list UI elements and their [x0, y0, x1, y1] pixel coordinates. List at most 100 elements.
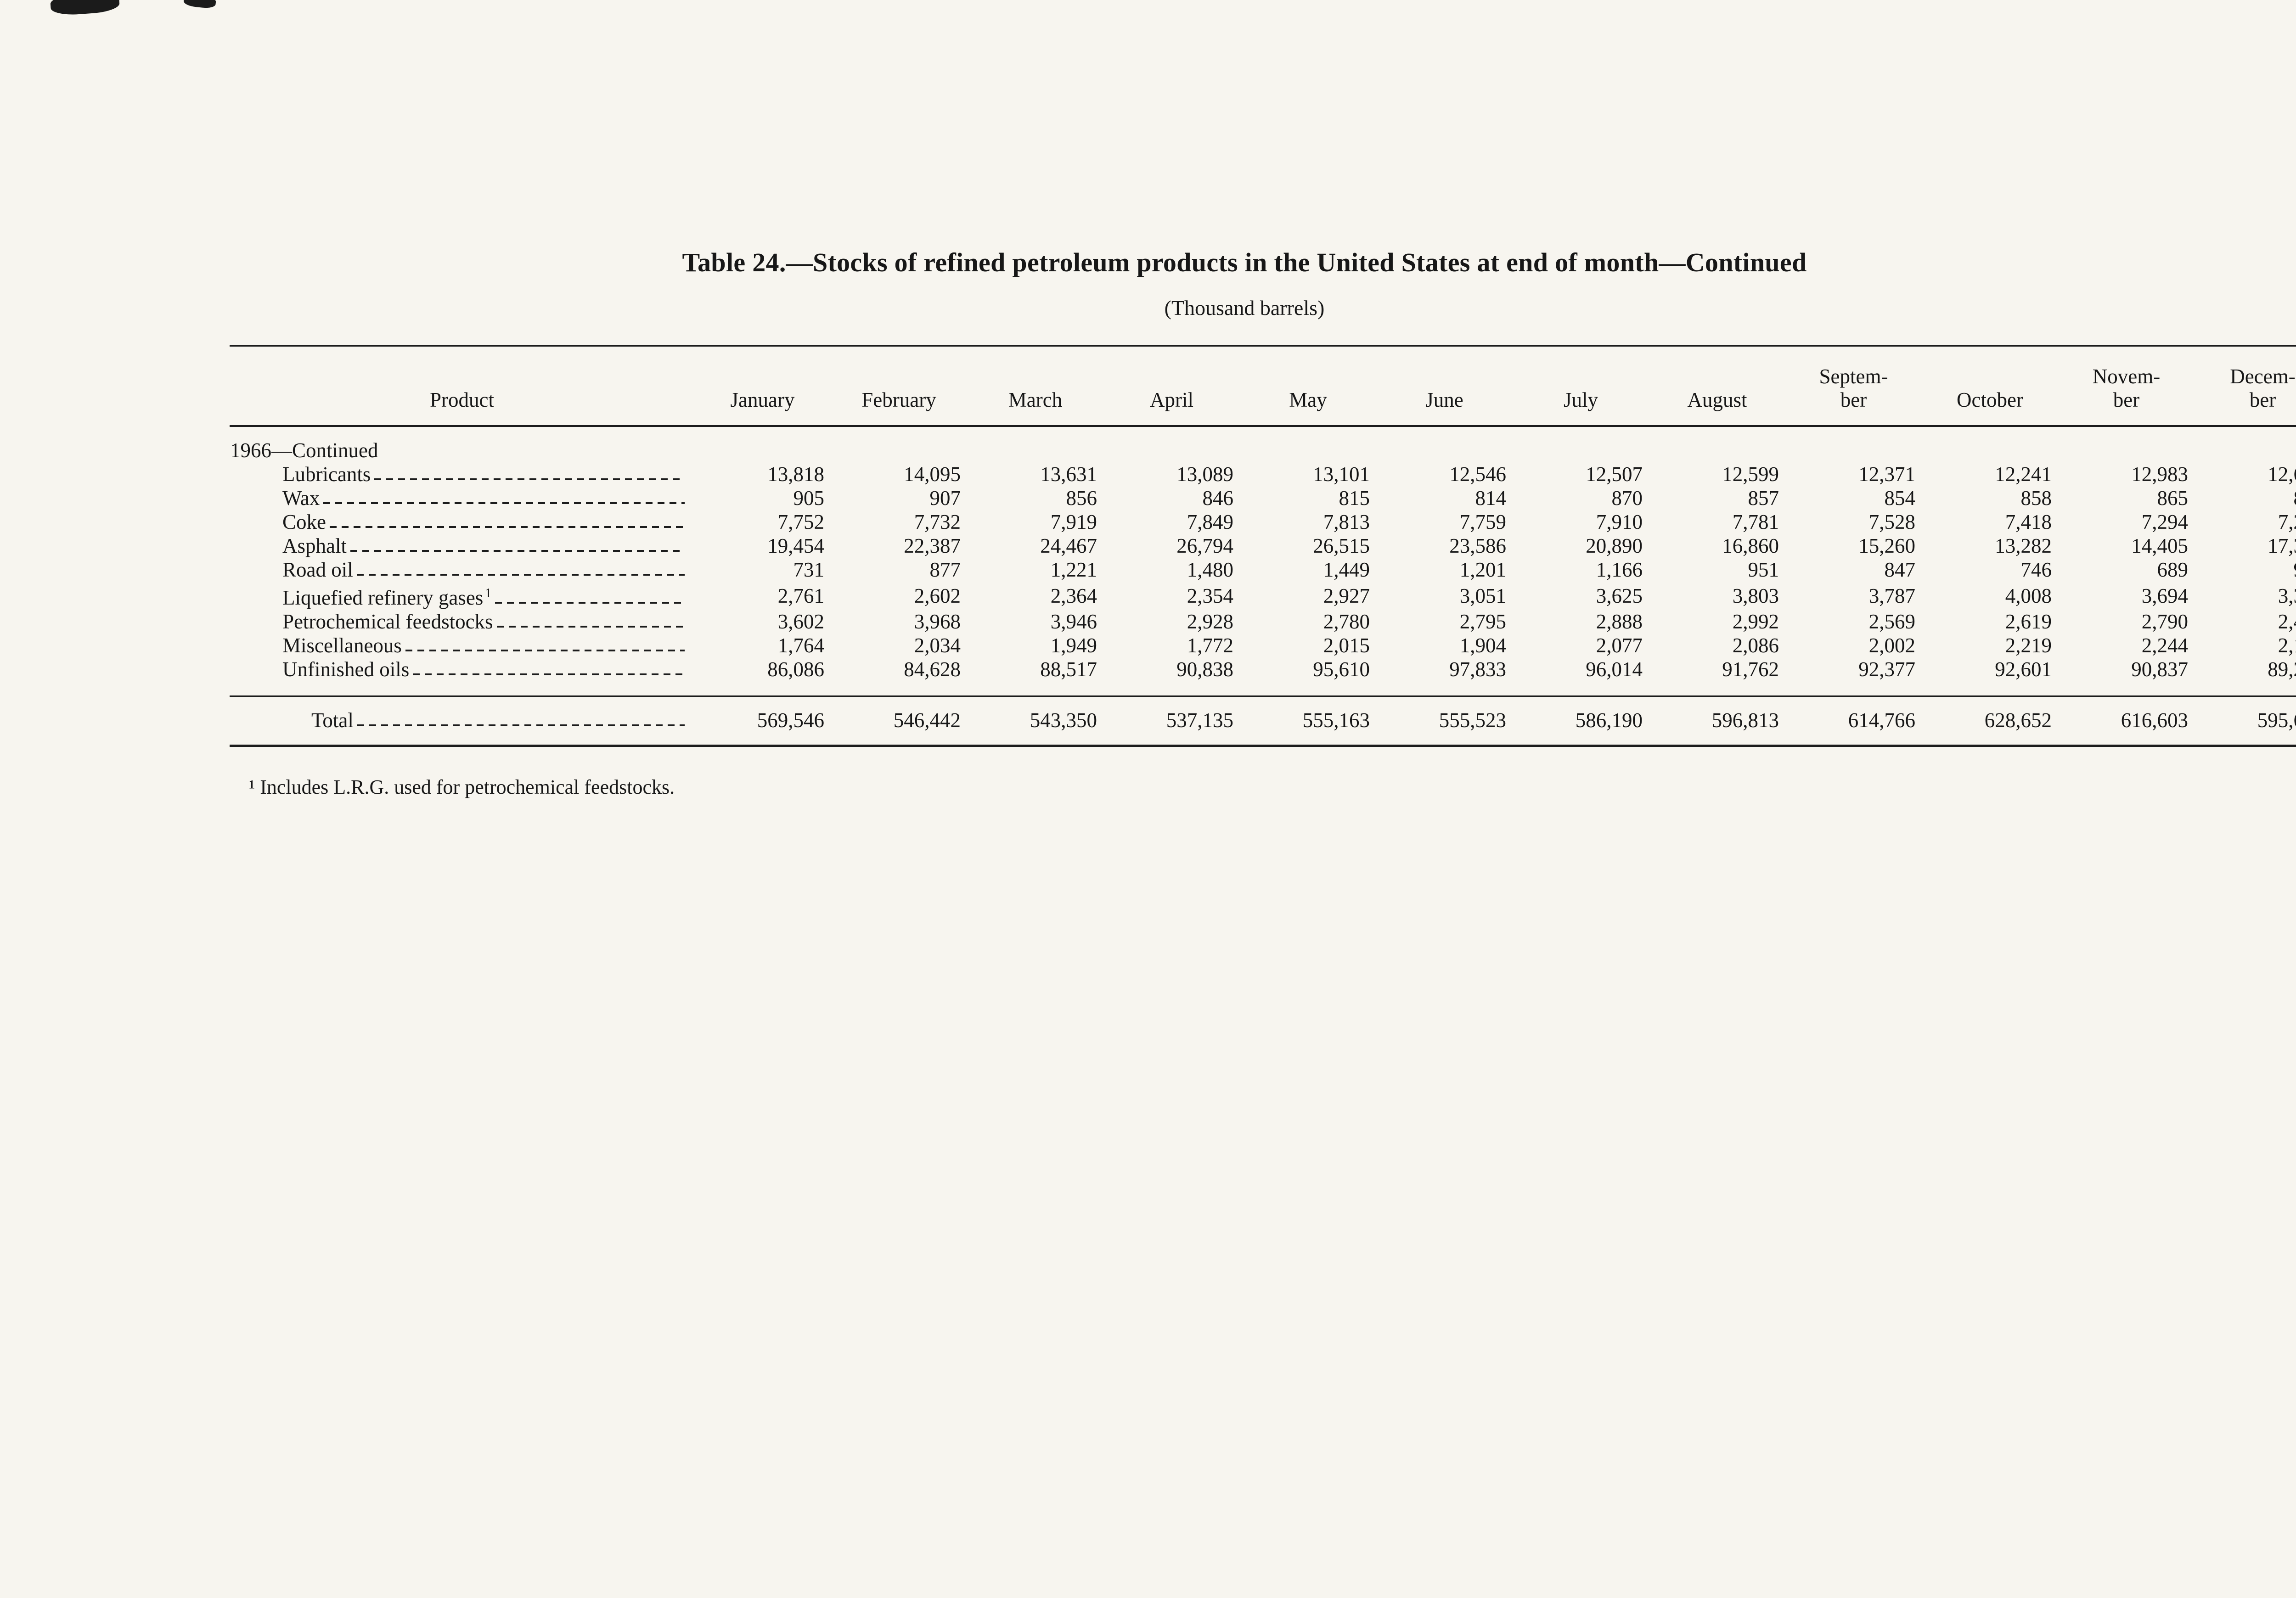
value-cell: 12,371: [1858, 463, 1915, 486]
value-cell: 865: [2157, 487, 2189, 510]
value-cell: 2,927: [1323, 584, 1370, 607]
column-header-march: March: [967, 346, 1103, 427]
value-cell: 877: [929, 558, 961, 582]
value-cell: 2,077: [1596, 634, 1643, 657]
value-cell: 2,015: [1323, 634, 1370, 657]
value-cell: 854: [1884, 487, 1916, 510]
dash-leader: [496, 626, 685, 628]
page-content: Table 24.—Stocks of refined petroleum pr…: [230, 230, 2296, 799]
value-cell: 951: [1748, 558, 1779, 582]
value-cell: 12,241: [1995, 463, 2052, 486]
value-cell: 12,507: [1586, 463, 1643, 486]
product-cell: Lubricants: [230, 462, 694, 486]
value-cell: 857: [1748, 487, 1779, 510]
value-cell: 861: [2195, 486, 2296, 510]
value-cell: 3,946: [1050, 610, 1097, 634]
value-cell: 7,297: [2278, 510, 2296, 534]
value-cell: 7,910: [1596, 510, 1643, 534]
product-cell: Unfinished oils: [230, 657, 694, 696]
value-cell: 7,418: [2005, 510, 2052, 534]
value-cell: 1,201: [1459, 558, 1506, 582]
value-cell: 2,619: [2005, 610, 2052, 634]
product-row: Lubricants 13,818 14,095 13,631 13,089 13,101…: [230, 462, 2296, 486]
dash-leader: [413, 673, 685, 676]
value-cell: 7,849: [1187, 510, 1233, 534]
dash-leader: [330, 526, 685, 528]
product-row: Unfinished oils 86,086 84,628 88,517 90,838 9…: [230, 657, 2296, 696]
product-label: Unfinished oils: [282, 658, 410, 681]
value-cell: 555,163: [1240, 695, 1376, 746]
value-cell: 814: [1475, 487, 1507, 510]
value-cell: 616,603: [2058, 695, 2195, 746]
product-cell: Petrochemical feedstocks: [230, 610, 694, 634]
value-cell: 614,766: [1785, 695, 1922, 746]
value-cell: 3,602: [777, 610, 824, 634]
value-cell: 586,190: [1513, 695, 1649, 746]
value-cell: 26,794: [1176, 534, 1233, 558]
product-label: Road oil: [282, 558, 353, 582]
table-subtitle: (Thousand barrels): [1164, 296, 1325, 320]
value-cell: 1,904: [1459, 634, 1506, 657]
value-cell: 96,014: [1586, 658, 1643, 681]
value-cell: 19,454: [767, 534, 824, 558]
column-header-september: Septem- ber: [1785, 346, 1922, 427]
value-cell: 2,790: [2141, 610, 2188, 634]
product-cell: Asphalt: [230, 534, 694, 558]
value-cell: 2,002: [1868, 634, 1915, 657]
value-cell: 12,546: [1449, 463, 1506, 486]
value-cell: 3,803: [1732, 584, 1779, 607]
value-cell: 569,546: [694, 695, 831, 746]
value-cell: 746: [2020, 558, 2052, 582]
value-cell: 846: [1202, 487, 1234, 510]
value-cell: 91,762: [1722, 658, 1779, 681]
table-header-row: Product January February March April May June J…: [230, 346, 2296, 427]
value-cell: 12,983: [2131, 463, 2188, 486]
value-cell: 2,602: [914, 584, 961, 607]
value-cell: 731: [793, 558, 825, 582]
value-cell: 856: [1066, 487, 1097, 510]
value-cell: 2,992: [1732, 610, 1779, 634]
value-cell: 24,467: [1040, 534, 1097, 558]
column-header-june: June: [1376, 346, 1513, 427]
value-cell: 12,599: [1722, 463, 1779, 486]
value-cell: 4,008: [2005, 584, 2052, 607]
value-cell: 595,651: [2195, 695, 2296, 746]
value-cell: 12,682: [2268, 463, 2296, 486]
product-cell: Wax: [230, 486, 694, 510]
value-cell: 2,569: [1868, 610, 1915, 634]
footnote-ref: 1: [485, 586, 492, 601]
value-cell: 95,610: [1313, 658, 1370, 681]
value-cell: 870: [1611, 487, 1643, 510]
value-cell: 2,354: [1187, 584, 1233, 607]
column-header-january: January: [694, 346, 831, 427]
total-row: Total 569,546 546,442 543,350 537,135 555,163…: [230, 695, 2296, 746]
dash-leader: [374, 478, 685, 481]
value-cell: 92,377: [1858, 658, 1915, 681]
dash-leader: [495, 602, 685, 604]
value-cell: 2,034: [914, 634, 961, 657]
product-row: Road oil 731 877 1,221 1,480 1,449 1,201 1,166 9…: [230, 558, 2296, 582]
value-cell: 88,517: [1040, 658, 1097, 681]
value-cell: 815: [1339, 487, 1370, 510]
value-cell: 1,166: [1596, 558, 1643, 582]
scan-smudge: [50, 0, 120, 17]
value-cell: 1,949: [1050, 634, 1097, 657]
column-header-october: October: [1922, 346, 2058, 427]
value-cell: 26,515: [1313, 534, 1370, 558]
value-cell: 14,405: [2131, 534, 2188, 558]
value-cell: 537,135: [1103, 695, 1240, 746]
value-cell: 1,221: [1050, 558, 1097, 582]
value-cell: 13,089: [1176, 463, 1233, 486]
stocks-table: Product January February March April May June J…: [230, 345, 2296, 747]
product-label: Coke: [282, 510, 326, 534]
column-header-february: February: [831, 346, 967, 427]
column-header-august: August: [1649, 346, 1785, 427]
dash-leader: [350, 550, 685, 552]
dash-leader: [323, 502, 685, 505]
value-cell: 7,752: [777, 510, 824, 534]
product-row: Wax 905 907 856 846 815 814 870 857 854 858 865 861: [230, 486, 2296, 510]
value-cell: 905: [793, 487, 825, 510]
product-label: Miscellaneous: [282, 634, 402, 657]
value-cell: 858: [2020, 487, 2052, 510]
section-row: 1966—Continued: [230, 426, 2296, 462]
